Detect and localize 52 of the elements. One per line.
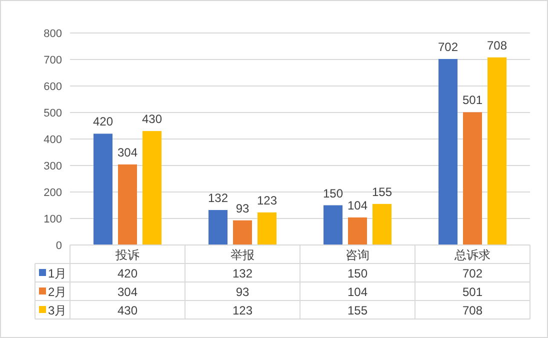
bar (94, 134, 112, 245)
data-label: 104 (347, 198, 368, 212)
text: 155 (347, 304, 368, 318)
data-label: 155 (372, 184, 392, 199)
data-label: 501 (462, 93, 483, 108)
text: 104 (347, 285, 368, 299)
x-tick-label: 咨询 (346, 248, 370, 262)
data-label: 93 (236, 201, 250, 216)
y-tick-label: 500 (44, 108, 62, 120)
legend-label: 2月 (48, 285, 67, 299)
bar (208, 210, 228, 245)
bar (463, 112, 482, 245)
legend-label: 3月 (48, 304, 67, 318)
text: 93 (236, 285, 250, 299)
bar (488, 57, 506, 245)
data-label: 150 (322, 186, 344, 200)
y-tick-label: 400 (44, 134, 62, 146)
y-tick-label: 300 (44, 160, 62, 172)
x-tick-label: 投诉 (114, 248, 140, 262)
text: 708 (462, 304, 483, 318)
y-tick-label: 700 (44, 54, 62, 66)
bar (233, 220, 252, 245)
bar (324, 205, 342, 245)
data-label: 708 (486, 38, 508, 52)
y-tick-label: 800 (44, 28, 62, 40)
bar (258, 212, 276, 245)
text: 123 (232, 304, 253, 318)
text: 420 (117, 266, 138, 280)
text: 501 (462, 285, 483, 299)
data-label: 123 (256, 193, 278, 208)
y-tick-label: 600 (44, 81, 62, 93)
y-tick-label: 0 (56, 240, 62, 252)
text: 702 (462, 266, 483, 280)
data-label: 420 (92, 114, 114, 129)
text: 304 (117, 285, 138, 299)
bar (372, 204, 392, 245)
data-label: 430 (142, 112, 162, 126)
x-tick-label: 总诉求 (454, 248, 490, 262)
text: 430 (117, 304, 138, 318)
y-tick-label: 200 (44, 187, 62, 199)
bar (438, 58, 458, 245)
text: 150 (347, 266, 368, 280)
text: 132 (232, 266, 253, 280)
data-label: 702 (438, 40, 458, 54)
bar (348, 217, 367, 245)
bar (142, 131, 162, 245)
x-tick-label: 举报 (230, 248, 254, 262)
y-tick-label: 100 (44, 214, 62, 226)
legend-label: 1月 (48, 266, 67, 280)
data-label: 132 (208, 191, 228, 206)
bar (118, 164, 137, 245)
data-label: 304 (117, 145, 138, 160)
